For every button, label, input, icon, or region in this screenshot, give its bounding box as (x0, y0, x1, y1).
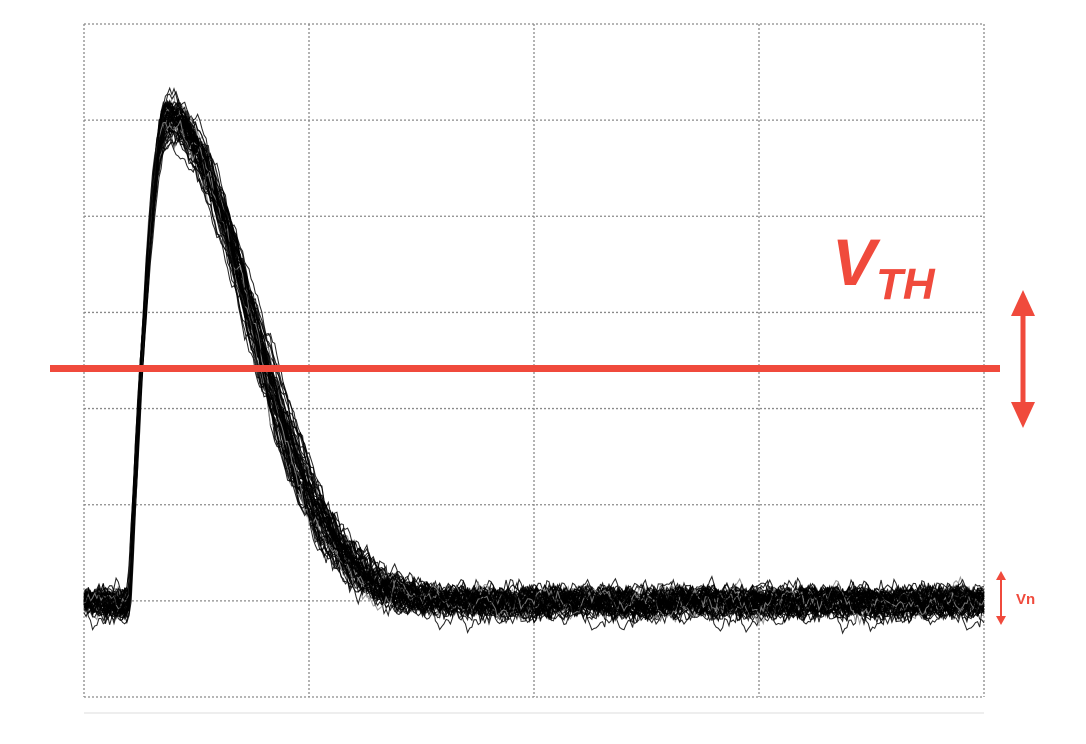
waveform-trace (83, 106, 985, 625)
waveform-trace (83, 126, 985, 631)
threshold-label: VTH (832, 225, 936, 309)
noise-label: Vn (1016, 591, 1035, 608)
waveform-traces (83, 86, 985, 635)
threshold-label-subscript: TH (876, 260, 936, 309)
threshold-arrow-head-up (1011, 290, 1035, 316)
waveform-trace (83, 108, 985, 622)
noise-arrow-head-up (996, 571, 1006, 580)
threshold-adjust-arrow-icon[interactable] (1011, 290, 1035, 428)
waveform-trace (83, 118, 985, 626)
threshold-arrow-head-down (1011, 402, 1035, 428)
noise-range-arrow-icon (996, 571, 1006, 625)
waveform-trace (83, 103, 985, 624)
waveform-trace (83, 135, 985, 622)
threshold-label-main: V (832, 225, 881, 299)
noise-arrow-head-down (996, 616, 1006, 625)
chart-grid (83, 23, 985, 698)
waveform-trace (83, 102, 985, 621)
